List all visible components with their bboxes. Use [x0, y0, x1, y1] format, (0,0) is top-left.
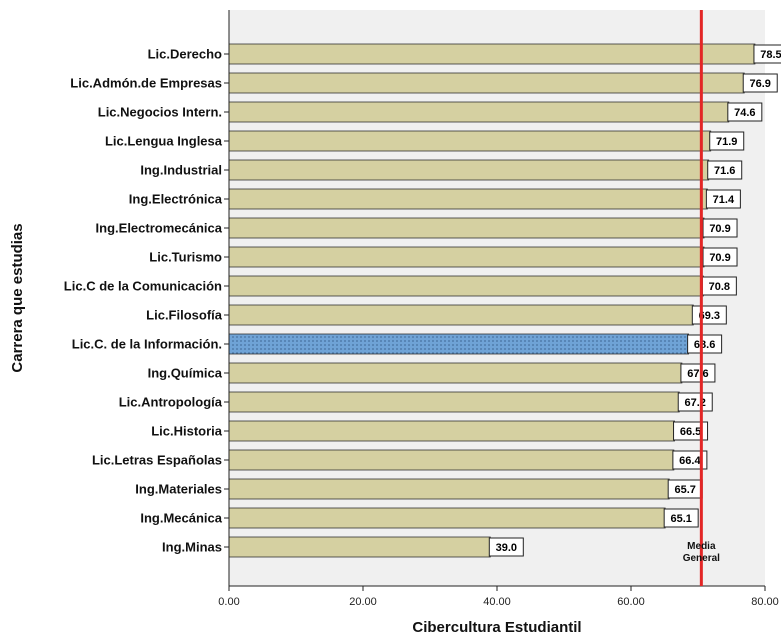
value-label: 76.9	[750, 78, 771, 90]
category-label: Lic.Filosofía	[146, 308, 223, 323]
value-label-box	[709, 131, 745, 151]
category-label: Lic.Antropología	[119, 395, 223, 410]
bar	[228, 536, 491, 558]
x-tick-label: 80.00	[751, 596, 779, 608]
value-label: 74.6	[734, 107, 755, 119]
category-label: Lic.Turismo	[149, 250, 222, 265]
x-tick-label: 20.00	[349, 596, 377, 608]
value-label: 71.4	[713, 194, 735, 206]
category-label: Ing.Materiales	[135, 482, 222, 497]
bar	[228, 362, 683, 384]
value-label-box	[702, 218, 738, 238]
value-label: 67.6	[687, 368, 708, 380]
category-label: Lic.Derecho	[148, 47, 222, 62]
category-label: Ing.Electromecánica	[96, 221, 223, 236]
category-labels: Lic.Derecho Lic.Admón.de Empresas Lic.Nego…	[64, 47, 229, 555]
bar	[228, 188, 708, 210]
value-label-box	[677, 392, 713, 412]
value-label-box	[705, 189, 741, 209]
value-labels: 78.5 76.9 74.6 71.9 71.6 71.4 70.9 70.9 70.8 69.3…	[488, 44, 781, 557]
x-tick-label: 40.00	[483, 596, 511, 608]
value-label: 70.9	[709, 223, 730, 235]
bar	[228, 449, 675, 471]
category-label: Ing.Minas	[162, 540, 222, 555]
value-label: 66.5	[680, 426, 701, 438]
category-label: Ing.Mecánica	[140, 511, 222, 526]
bar	[228, 304, 694, 326]
category-label: Lic.Negocios Intern.	[98, 105, 222, 120]
mean-label-line1: Media	[687, 541, 716, 552]
value-label: 70.9	[709, 252, 730, 264]
value-label: 65.7	[674, 484, 695, 496]
x-tick-label: 0.00	[218, 596, 239, 608]
category-label: Lic.C de la Comunicación	[64, 279, 222, 294]
value-label: 71.6	[714, 165, 735, 177]
value-label-box	[663, 508, 699, 528]
value-label: 65.1	[670, 513, 691, 525]
bar	[228, 159, 710, 181]
x-axis-ticks: 0.00 20.00 40.00 60.00 80.00	[218, 586, 779, 608]
plot-area	[229, 10, 765, 586]
bar	[228, 507, 666, 529]
bar	[228, 275, 704, 297]
value-label-box	[488, 537, 524, 557]
value-label-box	[742, 73, 778, 93]
value-label: 78.5	[760, 49, 781, 61]
category-label: Ing.Electrónica	[129, 192, 223, 207]
value-label-box	[753, 44, 781, 64]
category-label: Lic.C. de la Información.	[72, 337, 222, 352]
bar	[228, 217, 705, 239]
value-label: 70.8	[709, 281, 730, 293]
value-label-box	[680, 363, 716, 383]
category-label: Lic.Historia	[151, 424, 223, 439]
value-label: 68.6	[694, 339, 715, 351]
bar	[228, 72, 745, 94]
value-label-box	[672, 450, 708, 470]
category-label: Ing.Industrial	[140, 163, 222, 178]
value-label: 39.0	[496, 542, 517, 554]
value-label: 71.9	[716, 136, 737, 148]
y-axis-title: Carrera que estudias	[9, 223, 26, 372]
category-label: Ing.Química	[148, 366, 223, 381]
category-label: Lic.Lengua Inglesa	[105, 134, 223, 149]
bar	[228, 101, 730, 123]
bar	[228, 246, 705, 268]
value-label-box	[727, 102, 763, 122]
bar	[228, 130, 712, 152]
category-label: Lic.Letras Españolas	[92, 453, 222, 468]
value-label-box	[687, 334, 723, 354]
bar-highlighted	[228, 333, 690, 355]
x-tick-label: 60.00	[617, 596, 645, 608]
bar	[228, 420, 675, 442]
value-label-box	[702, 247, 738, 267]
bar	[228, 43, 756, 65]
mean-label-line2: General	[683, 553, 720, 564]
value-label-box	[707, 160, 743, 180]
x-axis-title: Cibercultura Estudiantil	[412, 619, 581, 636]
category-label: Lic.Admón.de Empresas	[70, 76, 222, 91]
value-label-box	[673, 421, 709, 441]
value-label: 66.4	[679, 455, 701, 467]
value-label: 69.3	[699, 310, 720, 322]
bar	[228, 478, 670, 500]
bar	[228, 391, 680, 413]
